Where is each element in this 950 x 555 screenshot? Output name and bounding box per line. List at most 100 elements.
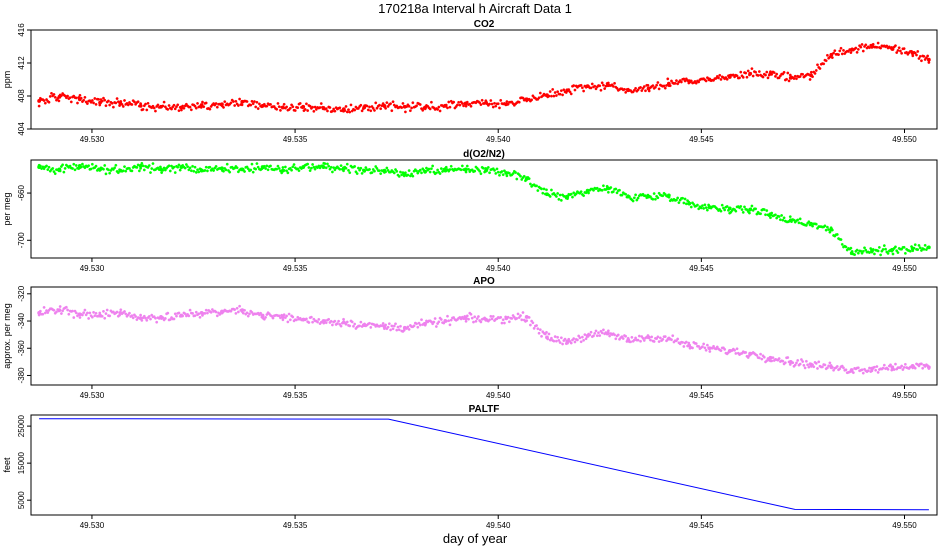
data-point [363, 322, 366, 326]
data-point [326, 162, 329, 166]
data-point [600, 331, 604, 335]
data-point [566, 197, 569, 201]
data-point [78, 93, 82, 97]
data-point [727, 351, 730, 354]
data-point [550, 336, 553, 340]
data-point [98, 103, 102, 107]
data-point [478, 169, 482, 173]
data-point [408, 109, 412, 113]
data-point [582, 89, 586, 93]
data-point [682, 345, 686, 348]
data-point [926, 364, 930, 368]
data-point [923, 243, 927, 247]
data-point [835, 233, 839, 236]
data-point [507, 320, 511, 324]
data-point [116, 100, 120, 104]
data-point [418, 323, 422, 327]
data-point [473, 315, 477, 319]
data-point [146, 101, 150, 105]
data-point [661, 337, 665, 341]
data-point [613, 333, 616, 337]
data-point [145, 108, 149, 112]
data-point [917, 364, 921, 368]
data-point [681, 341, 685, 344]
data-point [490, 317, 494, 321]
x-tick-label: 49.550 [892, 391, 917, 400]
data-point [43, 311, 47, 315]
data-point [74, 96, 78, 100]
y-tick-label: -380 [17, 367, 26, 384]
data-point [691, 346, 694, 350]
data-point [572, 191, 576, 195]
data-point [902, 365, 906, 369]
data-point [868, 46, 871, 50]
data-point [634, 193, 637, 197]
data-point [402, 174, 406, 178]
data-point [177, 163, 181, 167]
data-point [68, 164, 72, 168]
data-point [777, 357, 781, 360]
x-tick-label: 49.530 [80, 135, 105, 144]
data-point [386, 105, 390, 108]
data-point [650, 335, 654, 339]
data-point [420, 171, 423, 175]
data-point [193, 104, 197, 108]
data-point [342, 317, 345, 321]
data-point [630, 335, 634, 339]
data-point [84, 313, 88, 317]
data-point [82, 98, 86, 102]
data-point [725, 205, 729, 208]
data-point [661, 194, 665, 198]
data-point [618, 188, 621, 192]
data-point [360, 109, 364, 113]
data-point [550, 188, 553, 192]
data-point [844, 368, 848, 372]
data-point [303, 108, 307, 111]
data-point [309, 315, 313, 319]
data-point [295, 318, 298, 322]
data-point [353, 108, 357, 112]
data-point [708, 350, 712, 353]
data-point [606, 329, 610, 333]
data-point [58, 169, 62, 173]
data-point [279, 169, 282, 173]
data-point [804, 224, 808, 227]
y-tick-label: 408 [17, 89, 26, 103]
data-point [347, 108, 350, 112]
data-point [842, 366, 845, 370]
data-point [719, 349, 723, 353]
data-point [384, 170, 388, 174]
data-point [58, 305, 62, 308]
data-point [855, 50, 859, 54]
data-point [82, 311, 86, 315]
data-point [568, 90, 572, 94]
data-point [807, 365, 811, 369]
data-point [827, 364, 831, 368]
data-point [606, 81, 610, 85]
data-point [790, 220, 793, 224]
data-point [519, 174, 522, 178]
data-point [290, 168, 293, 172]
x-tick-label: 49.540 [486, 521, 511, 530]
data-point [201, 314, 204, 317]
data-point [428, 107, 432, 111]
data-point [514, 171, 517, 174]
data-point [494, 172, 498, 175]
data-point [837, 53, 840, 57]
data-point [801, 360, 805, 363]
data-point [566, 341, 569, 345]
data-point [170, 107, 173, 111]
data-point [573, 88, 577, 92]
data-point [615, 191, 619, 195]
data-point [881, 248, 885, 251]
data-point [161, 168, 165, 172]
data-point [766, 76, 770, 80]
data-point [306, 109, 310, 112]
data-point [600, 81, 604, 85]
data-point [652, 192, 656, 195]
data-point [676, 337, 680, 341]
data-point [76, 101, 79, 105]
data-point [785, 77, 788, 81]
data-point [901, 368, 905, 371]
data-point [199, 311, 203, 315]
